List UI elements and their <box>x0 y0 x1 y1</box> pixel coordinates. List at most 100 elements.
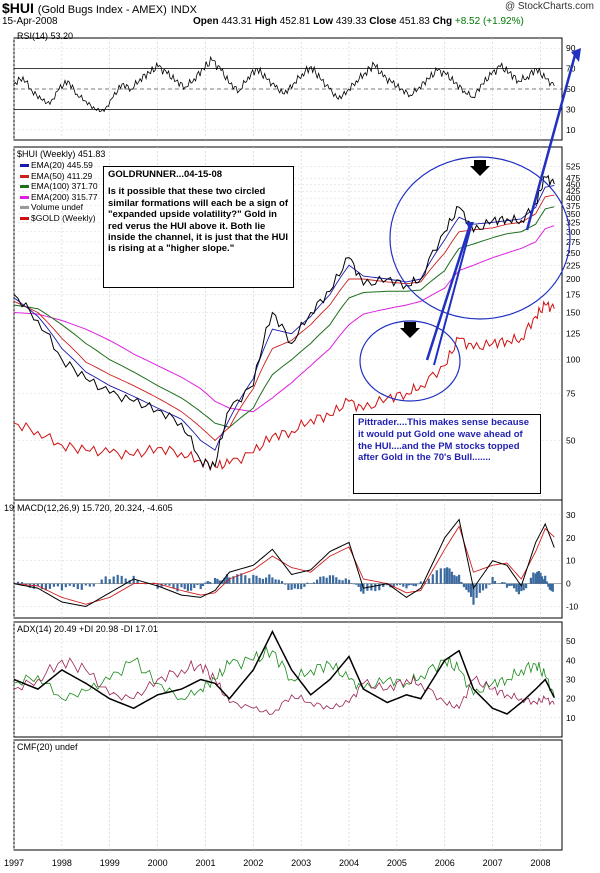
macd-tick-30: 30 <box>566 510 576 520</box>
legend-ema200: EMA(200) 315.77 <box>20 192 98 203</box>
price-tick-475: 475 <box>566 173 580 183</box>
price-tick-525: 525 <box>566 162 580 172</box>
macd-line <box>13 518 555 608</box>
source-logo: @ StockCharts.com <box>504 1 594 12</box>
gold-trend-arrow <box>425 224 472 361</box>
gold-formation-circle <box>359 320 461 402</box>
adx-line <box>13 629 555 715</box>
bottom-xtick-2003: 2003 <box>291 858 311 868</box>
goldrunner-note-text: Is it possible that these two circled si… <box>108 186 289 255</box>
rsi-line <box>13 55 555 113</box>
price-tick-375: 375 <box>566 201 580 211</box>
adx-tick-50: 50 <box>566 636 576 646</box>
ema200-line <box>13 225 555 413</box>
price-legend: EMA(20) 445.59 EMA(50) 411.29 EMA(100) 3… <box>20 160 98 223</box>
gold-top-arrow-icon <box>400 322 420 338</box>
plus-di-line <box>13 645 555 702</box>
cmf-title-text: CMF(20) undef <box>17 742 78 752</box>
low-label: Low <box>313 16 334 27</box>
ema100-line <box>13 206 555 428</box>
price-tick-100: 100 <box>566 355 580 365</box>
adx-tick-10: 10 <box>566 713 576 723</box>
legend-ema50: EMA(50) 411.29 <box>20 171 98 182</box>
hui-top-arrow-icon <box>470 160 490 176</box>
rsi-tick-90: 90 <box>566 43 576 53</box>
price-tick-350: 350 <box>566 209 580 219</box>
quote-bar: Open 443.31 High 452.81 Low 439.33 Close… <box>193 16 524 27</box>
macd-tick-10: 10 <box>566 556 576 566</box>
price-tick-400: 400 <box>566 193 580 203</box>
macd-title-text: MACD(12,26,9) 15.720, 20.324, -4.605 <box>17 503 173 513</box>
gold-trend-arrow-head <box>466 222 474 232</box>
pittrader-note: Pittrader....This makes sense because it… <box>353 414 541 494</box>
cmf-title: CMF(20) undef <box>17 742 78 752</box>
low-value: 439.33 <box>335 16 367 27</box>
cmf-panel <box>13 739 563 851</box>
legend-volume-label: Volume undef <box>31 202 83 212</box>
price-title: $HUI (Weekly) 451.83 <box>17 149 105 159</box>
legend-ema50-label: EMA(50) 411.29 <box>31 170 93 181</box>
legend-ema100: EMA(100) 371.70 <box>20 181 98 192</box>
bottom-xtick-2007: 2007 <box>483 858 503 868</box>
close-label: Close <box>369 16 397 27</box>
goldrunner-note-title: GOLDRUNNER...04-15-08 <box>108 169 223 180</box>
legend-ema100-label: EMA(100) 371.70 <box>31 181 98 191</box>
goldrunner-note: GOLDRUNNER...04-15-08 Is it possible tha… <box>103 166 294 288</box>
adx-tick-30: 30 <box>566 675 576 685</box>
bottom-xtick-2006: 2006 <box>435 858 455 868</box>
macd-histogram <box>16 567 554 605</box>
bottom-xtick-1999: 1999 <box>100 858 120 868</box>
price-title-text: $HUI (Weekly) 451.83 <box>17 149 106 159</box>
adx-tick-20: 20 <box>566 694 576 704</box>
ticker-header: $HUI (Gold Bugs Index - AMEX) INDX <box>2 0 197 16</box>
open-label: Open <box>193 16 219 27</box>
bottom-xtick-2005: 2005 <box>387 858 407 868</box>
hui-trend-arrow-head <box>571 48 581 62</box>
price-tick-325: 325 <box>566 217 580 227</box>
price-tick-250: 250 <box>566 248 580 258</box>
ema50-line <box>13 194 555 442</box>
pittrader-note-text: Pittrader....This makes sense because it… <box>358 417 530 464</box>
macd-tick-0: 0 <box>566 579 571 589</box>
open-value: 443.31 <box>221 16 252 27</box>
legend-gold: $GOLD (Weekly) <box>20 213 98 224</box>
macd-signal-line <box>13 525 555 605</box>
hui-trend-arrow <box>525 54 577 231</box>
rsi-tick-30: 30 <box>566 104 576 114</box>
chart-overlays <box>359 48 581 402</box>
rsi-title: RSI(14) 53.20 <box>17 31 73 41</box>
legend-gold-label: $GOLD (Weekly) <box>31 212 96 223</box>
hui-formation-circle <box>389 156 571 320</box>
bottom-xtick-2008: 2008 <box>530 858 550 868</box>
close-value: 451.83 <box>399 16 430 27</box>
bottom-xtick-2000: 2000 <box>148 858 168 868</box>
price-tick-425: 425 <box>566 186 580 196</box>
rsi-title-text: RSI(14) 53.20 <box>17 31 74 41</box>
price-tick-450: 450 <box>566 180 580 190</box>
price-tick-200: 200 <box>566 274 580 284</box>
bottom-xtick-2001: 2001 <box>195 858 215 868</box>
price-tick-225: 225 <box>566 260 580 270</box>
price-tick-275: 275 <box>566 237 580 247</box>
macd-tick--10: -10 <box>566 602 579 612</box>
price-tick-125: 125 <box>566 329 580 339</box>
legend-ema200-label: EMA(200) 315.77 <box>31 191 98 202</box>
minus-di-line <box>13 657 555 715</box>
macd-tick-20: 20 <box>566 533 576 543</box>
legend-volume: Volume undef <box>20 202 98 213</box>
price-tick-175: 175 <box>566 290 580 300</box>
ticker-description: (Gold Bugs Index - AMEX) <box>37 4 167 16</box>
gold-trend-arrow-2 <box>433 229 471 366</box>
ticker-exchange: INDX <box>170 4 197 16</box>
bottom-xtick-2002: 2002 <box>243 858 263 868</box>
macd-title: MACD(12,26,9) 15.720, 20.324, -4.605 <box>17 503 173 513</box>
hui-price-line <box>13 174 555 471</box>
ema20-line <box>13 185 555 451</box>
adx-title-text: ADX(14) 20.49 +DI 20.98 -DI 17.01 <box>17 624 158 634</box>
bottom-xtick-1997: 1997 <box>4 858 24 868</box>
legend-ema20: EMA(20) 445.59 <box>20 160 98 171</box>
chg-label: Chg <box>432 16 453 27</box>
gold-price-line <box>13 300 555 472</box>
bottom-xtick-1998: 1998 <box>52 858 72 868</box>
high-label: High <box>254 16 277 27</box>
